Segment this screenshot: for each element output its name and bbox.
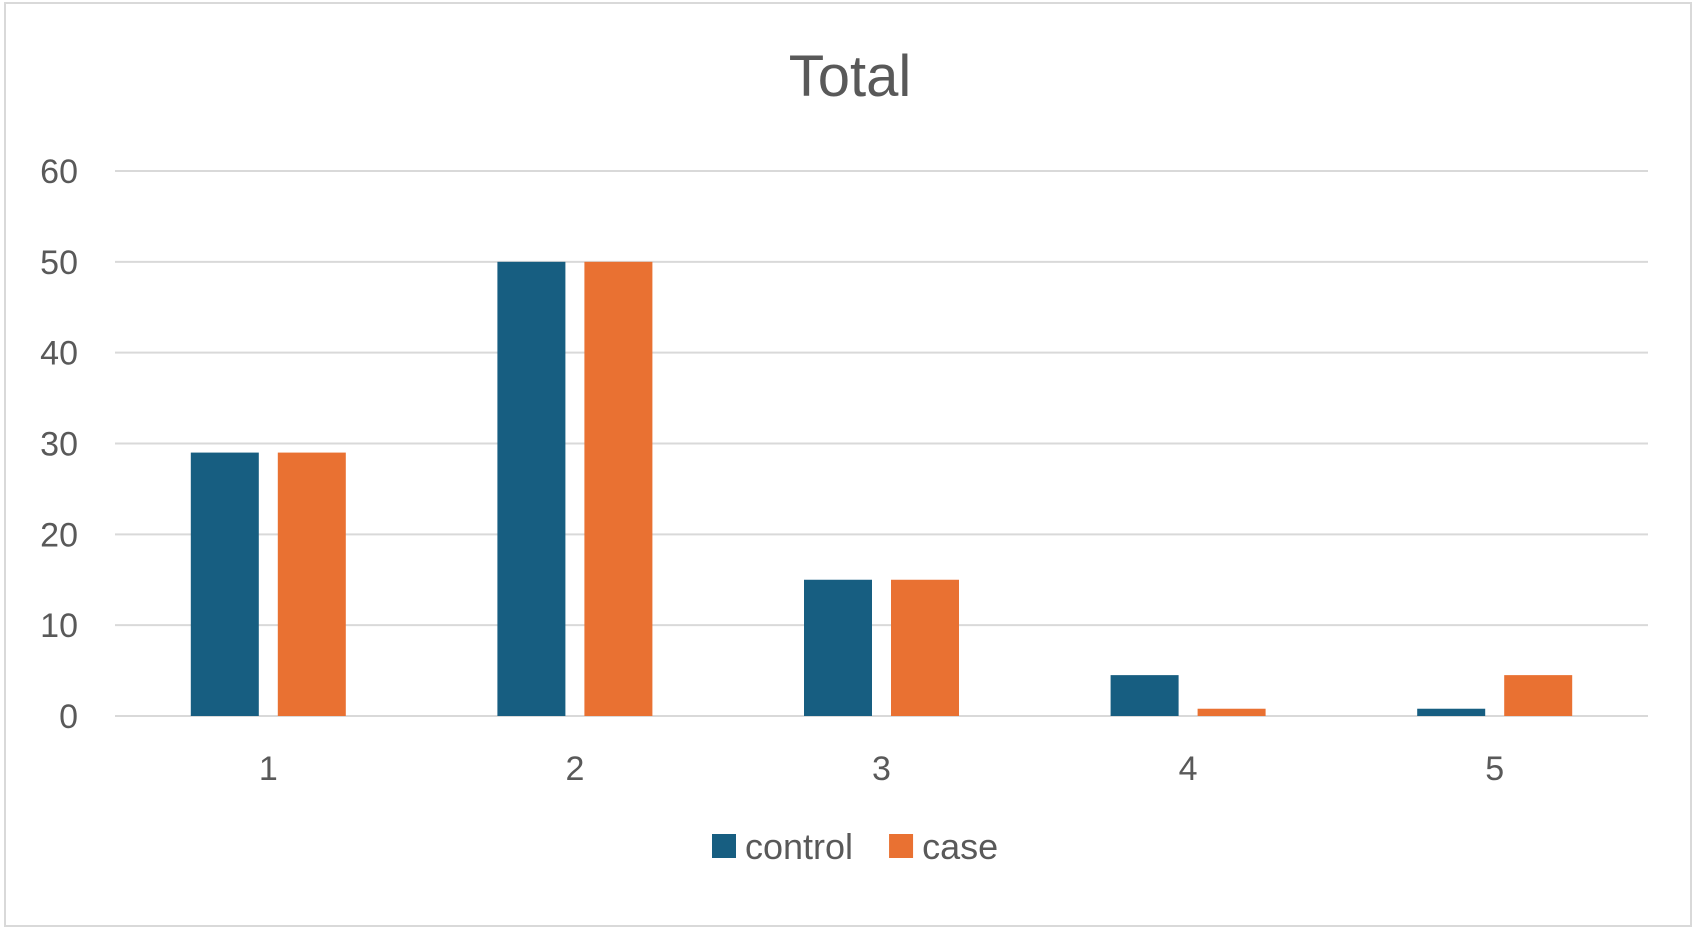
bar-control-1 xyxy=(190,452,259,716)
y-tick-label: 50 xyxy=(40,244,78,282)
axis-labels: 0 10 20 30 40 50 60 1 2 3 4 5 xyxy=(40,153,1504,788)
chart-title: Total xyxy=(789,44,912,109)
bar-case-2 xyxy=(584,261,653,716)
x-tick-label: 5 xyxy=(1485,750,1504,788)
y-tick-label: 40 xyxy=(40,335,78,373)
bar-case-4 xyxy=(1197,708,1266,716)
bar-control-3 xyxy=(804,579,872,716)
bar-case-3 xyxy=(891,579,959,716)
legend: control case xyxy=(712,826,998,867)
x-tick-label: 3 xyxy=(872,750,891,788)
bar-control-5 xyxy=(1417,708,1486,716)
bar-control-2 xyxy=(497,261,566,716)
bar-case-5 xyxy=(1504,675,1573,716)
y-tick-label: 10 xyxy=(40,607,78,645)
bars xyxy=(190,261,1573,716)
y-tick-label: 30 xyxy=(40,426,78,464)
y-tick-label: 60 xyxy=(40,153,78,191)
y-tick-label: 20 xyxy=(40,516,78,554)
bar-case-1 xyxy=(277,452,346,716)
legend-label-case: case xyxy=(922,826,998,867)
legend-swatch-control xyxy=(712,834,736,858)
x-tick-label: 1 xyxy=(259,750,278,788)
legend-label-control: control xyxy=(745,826,853,867)
y-tick-label: 0 xyxy=(59,698,78,736)
legend-swatch-case xyxy=(889,834,914,858)
x-tick-label: 4 xyxy=(1179,750,1198,788)
grid-lines xyxy=(115,170,1648,717)
bar-control-4 xyxy=(1110,675,1179,716)
x-tick-label: 2 xyxy=(565,750,584,788)
